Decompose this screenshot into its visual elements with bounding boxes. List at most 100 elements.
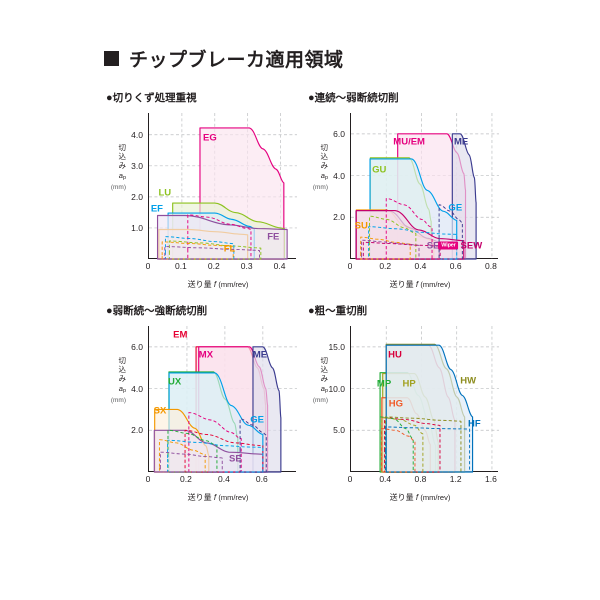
chart-grid: ●切りくず処理重視切込み ap (mm) 1.0 2.0 3.0 4.0 0 0.1 0.2 0.3… (104, 92, 504, 512)
region-label-mp: MP (376, 378, 392, 390)
region-label-em: EM (173, 329, 188, 341)
x-axis-tick-label: 0.6 (255, 474, 268, 484)
y-axis-tick-label: 15.0 (328, 341, 345, 352)
region-label-se: SE (228, 453, 242, 465)
region-inner-lu (168, 240, 262, 260)
region-area-se (153, 429, 264, 473)
region-inner-me (438, 204, 463, 260)
x-axis-tick-label: 0 (347, 261, 353, 271)
y-axis-tick-label: 2.0 (131, 425, 143, 436)
region-inner-em (184, 429, 264, 473)
region-label-se: SE (426, 240, 440, 252)
region-area-sew (355, 210, 465, 260)
x-axis-tick-label: 1.6 (485, 474, 497, 484)
page-title-text: チップブレーカ適用領域 (129, 50, 344, 71)
region-inner-mu-em (385, 198, 433, 260)
region-label-sx: SX (153, 405, 167, 417)
x-axis-tick-label: 0.4 (379, 474, 392, 484)
region-inner-se (361, 239, 420, 260)
x-axis-ticks: 0 0.1 0.2 0.3 0.4 (146, 261, 296, 275)
page-title: チップブレーカ適用領域 (104, 45, 344, 72)
region-label-su: SU (354, 220, 368, 232)
plot-area: 切込み ap (mm) 5.0 10.0 15.0 0 0.4 0.8 1.2 1.6 送り量 f (… (306, 322, 502, 508)
region-inner-hg (380, 428, 416, 473)
y-axis-tick-label: 2.0 (333, 212, 345, 223)
region-area-me (451, 133, 477, 260)
region-inner-mx (188, 412, 242, 473)
x-axis-title-jp: 送り量 (187, 493, 212, 502)
y-axis-title-unit: (mm) (312, 183, 328, 191)
region-inner-hw (384, 416, 462, 473)
chart-chart-chip-control: ●切りくず処理重視切込み ap (mm) 1.0 2.0 3.0 4.0 0 0.1 0.2 0.3… (104, 92, 300, 297)
x-axis-ticks: 0 0.2 0.4 0.6 (146, 474, 296, 488)
plot-canvas: HU MP HP HG HW HF (350, 326, 499, 473)
chart-chart-light-to-heavy-interrupted: ●弱断続～強断続切削切込み ap (mm) 2.0 4.0 6.0 0 0.2 0.4 0.6 送り… (104, 305, 300, 510)
region-label-sew: Wiper SEW (438, 241, 482, 252)
y-axis-title-unit: (mm) (110, 396, 126, 404)
x-axis-ticks: 0 0.4 0.8 1.2 1.6 (348, 474, 498, 488)
caption-text: 弱断続～強断続切削 (112, 305, 208, 317)
region-label-ef: EF (150, 203, 163, 215)
caption-bullet-icon: ● (106, 92, 113, 104)
chart-caption: ●弱断続～強断続切削 (106, 305, 300, 318)
plot-canvas: MU/EM ME GU GE SU SE Wiper SEW (350, 113, 499, 260)
x-axis-title-unit: (mm/rev) (218, 493, 249, 502)
x-axis-title: 送り量 f (mm/rev) (340, 279, 500, 290)
y-axis-title-var: ap (118, 383, 126, 394)
x-axis-tick-label: 1.2 (449, 474, 462, 484)
plot-canvas: EM MX ME UX GE SX SE (148, 326, 297, 473)
x-axis-title: 送り量 f (mm/rev) (138, 492, 298, 503)
y-axis-title-var: ap (320, 383, 328, 394)
x-axis-tick-label: 0.2 (180, 474, 192, 484)
wiper-badge: Wiper (438, 241, 459, 250)
x-axis-tick-label: 0.4 (273, 261, 286, 271)
region-label-fl: FL (223, 243, 236, 255)
x-axis-tick-label: 0.2 (379, 261, 392, 271)
region-label-fe: FE (267, 231, 280, 243)
region-inner-su (360, 236, 411, 260)
y-axis-tick-label: 4.0 (333, 170, 345, 181)
x-axis-tick-label: 0.4 (217, 474, 230, 484)
y-axis-title-unit: (mm) (312, 396, 328, 404)
x-axis-tick-label: 0.4 (414, 261, 427, 271)
chart-caption: ●連続～弱断続切削 (308, 92, 502, 105)
region-inner-ge (368, 226, 458, 260)
x-axis-tick-label: 0.2 (207, 261, 220, 271)
x-axis-ticks: 0 0.2 0.4 0.6 0.8 (347, 261, 498, 275)
caption-bullet-icon: ● (106, 305, 113, 317)
x-axis-title-jp: 送り量 (187, 280, 212, 289)
y-axis-tick-label: 3.0 (131, 160, 143, 171)
region-label-ge: GE (250, 414, 265, 426)
region-inner-se (159, 451, 223, 473)
plot-area: 切込み ap (mm) 1.0 2.0 3.0 4.0 0 0.1 0.2 0.3 0.4 送り量 f … (104, 109, 300, 295)
y-axis-title-jp: 切込み (118, 356, 127, 384)
y-axis-title-jp: 切込み (320, 143, 329, 171)
region-label-ge: GE (448, 202, 463, 214)
caption-bullet-icon: ● (308, 92, 315, 104)
x-axis-title-unit: (mm/rev) (420, 493, 451, 502)
y-axis-ticks: 2.0 4.0 6.0 (114, 322, 146, 472)
caption-text: 連続～弱断続切削 (314, 92, 399, 104)
y-axis-title-unit: (mm) (110, 183, 126, 191)
y-axis-ticks: 1.0 2.0 3.0 4.0 (114, 109, 146, 259)
x-axis-title-unit: (mm/rev) (420, 280, 451, 289)
y-axis-title-var: ap (320, 170, 328, 181)
region-inner-ge (167, 439, 264, 473)
region-label-gu: GU (372, 164, 387, 176)
region-inner-eg (187, 214, 252, 260)
y-axis-ticks: 5.0 10.0 15.0 (316, 322, 348, 472)
region-inner-hu (384, 417, 441, 473)
x-axis-title-var: f (415, 280, 419, 289)
x-axis-title-jp: 送り量 (389, 493, 414, 502)
region-label-hg: HG (388, 398, 404, 410)
region-inner-sew (362, 241, 441, 260)
region-inner-mp (379, 416, 414, 473)
region-label-hu: HU (388, 349, 402, 361)
y-axis-tick-label: 6.0 (131, 341, 143, 352)
x-axis-title: 送り量 f (mm/rev) (340, 492, 500, 503)
x-axis-tick-label: 0.6 (449, 261, 462, 271)
y-axis-title-var: ap (118, 170, 126, 181)
region-label-hp: HP (402, 378, 416, 390)
chart-chart-rough-to-heavy-cutting: ●粗～重切削切込み ap (mm) 5.0 10.0 15.0 0 0.4 0.8 1.2 1.6 送… (306, 305, 502, 510)
